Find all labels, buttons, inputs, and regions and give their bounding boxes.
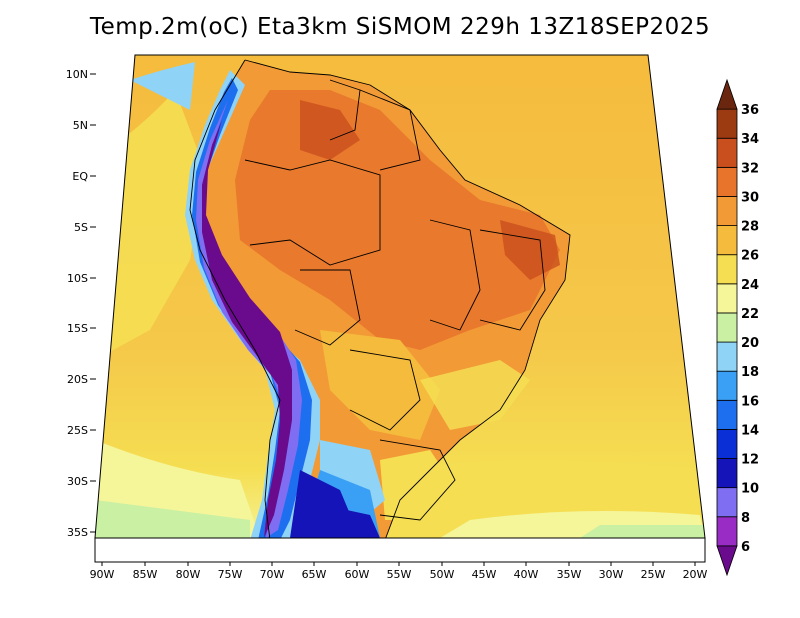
lat-label: 5N	[73, 119, 88, 132]
temperature-field	[95, 55, 705, 538]
lon-label: 80W	[176, 568, 201, 581]
lon-label: 50W	[430, 568, 455, 581]
lat-label: 10S	[67, 272, 88, 285]
colorbar-label: 32	[741, 161, 759, 176]
colorbar-swatch	[716, 399, 738, 430]
colorbar-swatch	[716, 458, 738, 489]
colorbar-label: 36	[741, 103, 759, 118]
colorbar-swatch	[716, 225, 738, 256]
colorbar-swatch	[716, 487, 738, 518]
colorbar-label: 14	[741, 423, 759, 438]
lat-label: 5S	[74, 221, 88, 234]
lon-label: 35W	[557, 568, 582, 581]
colorbar-label: 30	[741, 190, 759, 205]
colorbar-label: 34	[741, 132, 759, 147]
lat-label: 10N	[66, 68, 88, 81]
colorbar-swatch	[716, 545, 738, 577]
colorbar-label: 18	[741, 365, 759, 380]
lon-label: 70W	[260, 568, 285, 581]
lat-label: 20S	[67, 373, 88, 386]
colorbar-swatch	[716, 254, 738, 285]
colorbar-label: 22	[741, 307, 759, 322]
colorbar-swatch	[716, 429, 738, 459]
latitude-labels: 10N 5N EQ 5S 10S 15S 20S 25S 30S 35S	[66, 68, 89, 539]
colorbar-label: 6	[741, 540, 750, 555]
colorbar-label: 12	[741, 453, 759, 468]
lon-label: 85W	[133, 568, 158, 581]
colorbar-swatch	[716, 283, 738, 314]
lat-label: 30S	[67, 475, 88, 488]
colorbar-swatch	[716, 196, 738, 226]
lon-label: 60W	[345, 568, 370, 581]
colorbar-label: 20	[741, 336, 759, 351]
lon-label: 40W	[514, 568, 539, 581]
colorbar-swatch	[716, 341, 738, 372]
colorbar-label: 10	[741, 482, 759, 497]
colorbar-swatch	[716, 312, 738, 343]
lon-label: 55W	[387, 568, 412, 581]
axis-frame	[94, 537, 706, 563]
latitude-axis	[90, 73, 96, 533]
longitude-labels: 90W 85W 80W 75W 70W 65W 60W 55W 50W 45W …	[90, 568, 708, 581]
colorbar-swatch	[716, 370, 738, 401]
lon-label: 90W	[90, 568, 115, 581]
lon-label: 75W	[218, 568, 243, 581]
lon-label: 45W	[472, 568, 497, 581]
colorbar-swatch	[716, 516, 738, 547]
lon-label: 65W	[302, 568, 327, 581]
lat-label: EQ	[72, 170, 88, 183]
lat-label: 25S	[67, 424, 88, 437]
political-borders	[189, 59, 571, 538]
colorbar-label: 16	[741, 394, 759, 409]
colorbar: 6 8 10 12 14 16 18 20 22 24 26 28 30 32 34 36	[716, 78, 759, 577]
lat-label: 35S	[67, 526, 88, 539]
lon-label: 25W	[641, 568, 666, 581]
colorbar-swatch	[716, 78, 738, 110]
lon-label: 20W	[683, 568, 708, 581]
colorbar-swatch	[716, 137, 738, 168]
colorbar-label: 24	[741, 278, 759, 293]
colorbar-swatch	[716, 166, 738, 197]
colorbar-label: 26	[741, 249, 759, 264]
colorbar-label: 8	[741, 511, 750, 526]
lat-label: 15S	[67, 322, 88, 335]
longitude-tick-marks	[101, 562, 696, 566]
colorbar-label: 28	[741, 220, 759, 235]
colorbar-swatch	[716, 108, 738, 139]
lon-label: 30W	[599, 568, 624, 581]
map-title: Temp.2m(oC) Eta3km SiSMOM 229h 13Z18SEP2…	[89, 14, 711, 40]
